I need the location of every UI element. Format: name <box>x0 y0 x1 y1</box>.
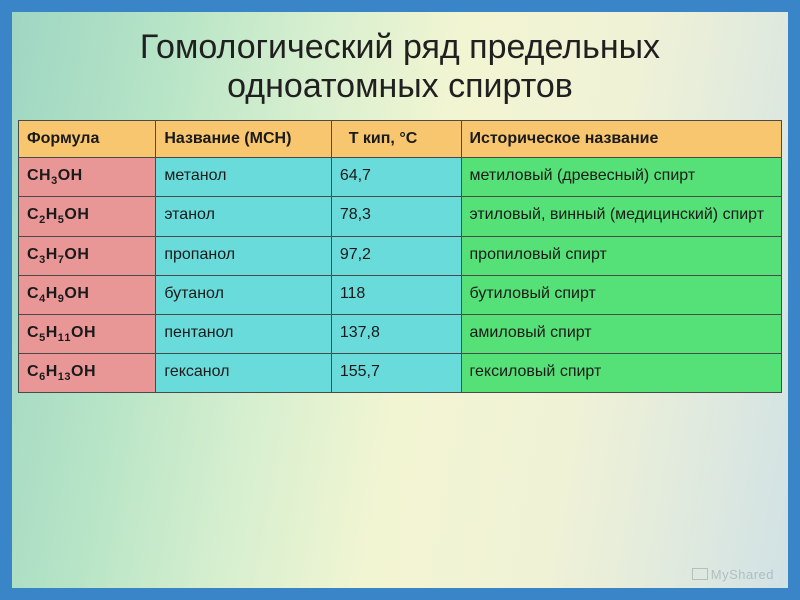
cell-formula: C2H5OH <box>19 197 156 236</box>
alcohols-table: Формула Название (МСН) Т кип, °С Историч… <box>18 120 782 393</box>
watermark-icon <box>692 568 708 580</box>
cell-hist: пропиловый спирт <box>461 236 781 275</box>
cell-formula: C4H9OH <box>19 275 156 314</box>
table-row: C2H5OH этанол78,3этиловый, винный (медици… <box>19 197 782 236</box>
cell-formula: C5H11OH <box>19 314 156 353</box>
cell-boil: 64,7 <box>331 158 461 197</box>
cell-hist: метиловый (древесный) спирт <box>461 158 781 197</box>
formula-text: C5H11OH <box>27 324 96 341</box>
formula-text: C2H5OH <box>27 206 89 223</box>
cell-name: гексанол <box>156 354 331 393</box>
col-header-boil: Т кип, °С <box>331 121 461 158</box>
col-header-hist: Историческое название <box>461 121 781 158</box>
cell-boil: 97,2 <box>331 236 461 275</box>
cell-name: этанол <box>156 197 331 236</box>
formula-text: C4H9OH <box>27 285 89 302</box>
cell-boil: 137,8 <box>331 314 461 353</box>
cell-formula: C6H13OH <box>19 354 156 393</box>
cell-hist: бутиловый спирт <box>461 275 781 314</box>
table-row: CH3OH метанол64,7метиловый (древесный) сп… <box>19 158 782 197</box>
formula-text: C3H7OH <box>27 246 89 263</box>
col-header-formula: Формула <box>19 121 156 158</box>
cell-boil: 78,3 <box>331 197 461 236</box>
col-header-name: Название (МСН) <box>156 121 331 158</box>
cell-name: метанол <box>156 158 331 197</box>
watermark-text: MyShared <box>711 567 774 582</box>
table-row: C3H7OH пропанол97,2пропиловый спирт <box>19 236 782 275</box>
cell-name: пентанол <box>156 314 331 353</box>
slide: Гомологический ряд предельных одноатомны… <box>12 12 788 588</box>
formula-text: C6H13OH <box>27 363 96 380</box>
cell-hist: этиловый, винный (медицинский) спирт <box>461 197 781 236</box>
cell-boil: 155,7 <box>331 354 461 393</box>
cell-hist: амиловый спирт <box>461 314 781 353</box>
cell-hist: гексиловый спирт <box>461 354 781 393</box>
watermark: MyShared <box>692 567 774 582</box>
cell-name: пропанол <box>156 236 331 275</box>
formula-text: CH3OH <box>27 167 83 184</box>
cell-formula: C3H7OH <box>19 236 156 275</box>
table-row: C6H13OH гексанол155,7гексиловый спирт <box>19 354 782 393</box>
cell-name: бутанол <box>156 275 331 314</box>
slide-frame: Гомологический ряд предельных одноатомны… <box>0 0 800 600</box>
table-row: C5H11OH пентанол137,8амиловый спирт <box>19 314 782 353</box>
cell-formula: CH3OH <box>19 158 156 197</box>
cell-boil: 118 <box>331 275 461 314</box>
table-header-row: Формула Название (МСН) Т кип, °С Историч… <box>19 121 782 158</box>
slide-title: Гомологический ряд предельных одноатомны… <box>12 12 788 116</box>
table-row: C4H9OH бутанол118бутиловый спирт <box>19 275 782 314</box>
